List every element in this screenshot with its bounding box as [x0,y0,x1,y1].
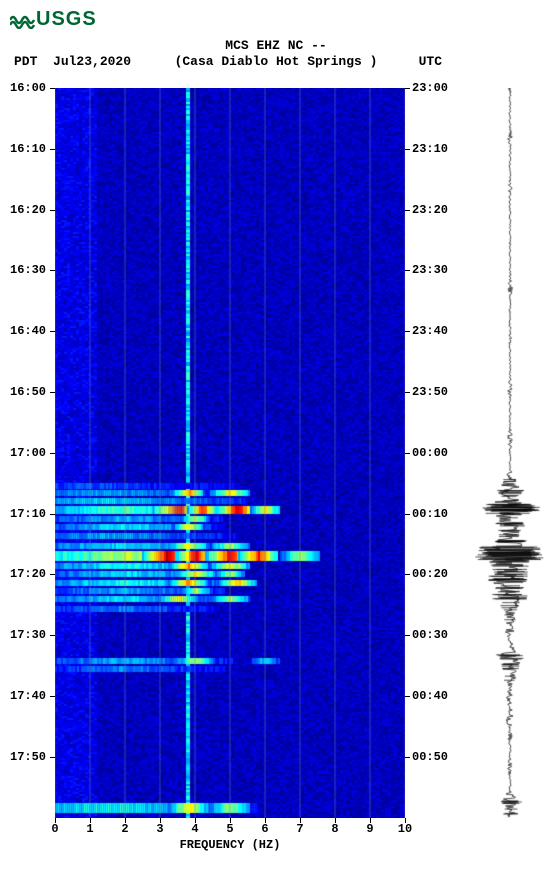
y-left-tick: 16:30 [10,263,46,277]
usgs-wave-icon [10,11,36,29]
y-right-tick: 00:00 [412,446,448,460]
y-right-tick: 00:40 [412,689,448,703]
y-right-tick: 23:10 [412,142,448,156]
x-tick: 7 [296,822,303,836]
y-left-tick: 16:20 [10,203,46,217]
y-right-tick: 23:20 [412,203,448,217]
right-tz: UTC [419,54,442,69]
x-tick: 9 [366,822,373,836]
left-tz: PDT [14,54,37,69]
spectrogram-canvas [55,88,405,818]
y-right-tick: 00:20 [412,567,448,581]
station-code: MCS EHZ NC -- [0,38,552,53]
x-tick: 0 [51,822,58,836]
date: Jul23,2020 [53,54,131,69]
x-axis-label: FREQUENCY (HZ) [55,838,405,852]
x-tick: 8 [331,822,338,836]
x-tick: 3 [156,822,163,836]
y-axis-utc: 23:0023:1023:2023:3023:4023:5000:0000:10… [412,88,462,818]
seismogram-canvas [475,88,545,818]
usgs-text: USGS [36,8,97,30]
x-tick: 1 [86,822,93,836]
y-left-tick: 17:20 [10,567,46,581]
x-tick: 5 [226,822,233,836]
y-left-tick: 16:50 [10,385,46,399]
y-right-tick: 23:30 [412,263,448,277]
x-axis: FREQUENCY (HZ) 012345678910 [55,820,405,860]
header-left: PDT Jul23,2020 [14,54,131,69]
y-right-tick: 23:00 [412,81,448,95]
y-left-tick: 16:10 [10,142,46,156]
y-left-tick: 17:50 [10,750,46,764]
y-left-tick: 16:40 [10,324,46,338]
y-left-tick: 17:10 [10,507,46,521]
y-axis-pdt: 16:0016:1016:2016:3016:4016:5017:0017:10… [10,88,52,818]
x-tick: 2 [121,822,128,836]
seismogram-panel [475,88,545,818]
y-right-tick: 00:30 [412,628,448,642]
spectrogram-plot [55,88,405,818]
usgs-logo: USGS [10,8,97,31]
y-right-tick: 23:50 [412,385,448,399]
y-left-tick: 17:00 [10,446,46,460]
y-left-tick: 16:00 [10,81,46,95]
y-right-tick: 23:40 [412,324,448,338]
x-tick: 6 [261,822,268,836]
y-left-tick: 17:40 [10,689,46,703]
x-tick: 10 [398,822,412,836]
x-tick: 4 [191,822,198,836]
y-left-tick: 17:30 [10,628,46,642]
y-right-tick: 00:50 [412,750,448,764]
y-right-tick: 00:10 [412,507,448,521]
